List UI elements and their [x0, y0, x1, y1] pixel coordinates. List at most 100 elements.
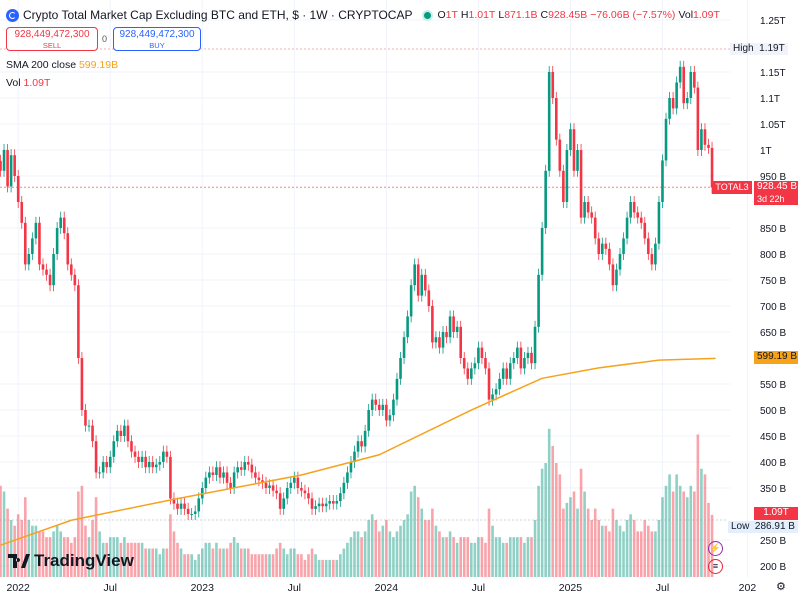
volume-bar: [661, 497, 664, 577]
volume-tag: 1.09T: [754, 507, 798, 520]
volume-bar: [586, 508, 590, 577]
volume-bar: [367, 520, 370, 577]
candle: [586, 202, 590, 213]
candle: [593, 217, 597, 239]
settings-gear-icon[interactable]: ⚙: [776, 581, 786, 593]
volume-bar: [562, 508, 565, 577]
volume-bar: [399, 525, 402, 577]
volume-legend[interactable]: Vol 1.09T: [6, 77, 51, 89]
volume-bar: [441, 537, 445, 577]
volume-bar: [169, 514, 172, 577]
volume-bar: [176, 542, 179, 577]
candle: [480, 347, 484, 359]
sma-200-line: [0, 357, 716, 546]
y-tick-label: 1.25T: [760, 16, 786, 27]
candle: [498, 378, 501, 390]
candle: [324, 503, 328, 507]
volume-bar: [324, 559, 328, 577]
volume-bar: [618, 525, 622, 577]
sell-button[interactable]: 928,449,472,300 SELL: [6, 27, 98, 51]
volume-bar: [671, 491, 675, 577]
volume-bar: [484, 542, 487, 577]
volume-bar: [236, 542, 239, 577]
candle: [204, 477, 208, 489]
candle: [116, 430, 119, 442]
volume-bar: [639, 531, 643, 577]
candle: [470, 368, 473, 379]
candle: [685, 98, 689, 104]
volume-bar: [16, 514, 20, 577]
candle: [381, 404, 385, 411]
y-tick-label: 550 B: [760, 380, 786, 391]
volume-bar: [682, 491, 686, 577]
sma-legend[interactable]: SMA 200 close 599.19B: [6, 59, 119, 71]
candle: [257, 477, 261, 481]
candle: [300, 488, 303, 491]
candle: [271, 485, 275, 491]
x-tick-label: Jul: [103, 582, 117, 594]
volume-bar: [48, 537, 52, 577]
volume-bar: [608, 531, 611, 577]
candle: [144, 456, 147, 468]
candle: [34, 222, 38, 239]
volume-bar: [317, 559, 321, 577]
volume-bar: [360, 537, 363, 577]
candle: [247, 462, 250, 465]
volume-bar: [501, 542, 505, 577]
candle: [611, 264, 615, 286]
volume-bar: [569, 497, 572, 577]
candle: [349, 462, 353, 473]
candle: [27, 254, 31, 265]
volume-bar: [363, 531, 367, 577]
candle: [639, 217, 643, 223]
volume-bar: [516, 537, 519, 577]
candle: [335, 501, 339, 504]
candle: [162, 451, 165, 463]
candle: [278, 493, 282, 509]
candle: [374, 399, 378, 405]
tradingview-logo[interactable]: TradingView: [8, 551, 134, 571]
candle: [169, 456, 172, 499]
last-price-tag: 928.45 B 3d 22h: [754, 181, 798, 205]
volume-bar: [700, 468, 703, 577]
volume-bar: [94, 497, 98, 577]
symbol-title[interactable]: Crypto Total Market Cap Excluding BTC an…: [23, 8, 413, 22]
x-tick-label: Jul: [471, 582, 486, 594]
y-tick-label: 700 B: [760, 302, 786, 313]
volume-bar: [523, 542, 526, 577]
candle: [370, 399, 374, 411]
candle: [385, 404, 388, 421]
volume-bar: [247, 548, 250, 577]
economic-events-icon[interactable]: ≡: [708, 559, 723, 574]
volume-bar: [632, 520, 636, 577]
volume-bar: [636, 531, 639, 577]
candle: [519, 347, 523, 369]
candle: [268, 485, 271, 489]
buy-button[interactable]: 928,449,472,300 BUY: [113, 27, 201, 51]
candle: [562, 170, 565, 203]
chart-legend: Crypto Total Market Cap Excluding BTC an…: [6, 8, 412, 22]
candle: [392, 399, 395, 416]
candle: [356, 441, 360, 452]
market-status-icon: [424, 11, 432, 19]
volume-bar: [526, 537, 530, 577]
candle: [427, 290, 431, 307]
volume-bar: [693, 491, 696, 577]
candle: [601, 243, 604, 255]
candle: [52, 254, 55, 286]
candle: [636, 212, 639, 218]
y-tick-label: 950 B: [760, 172, 786, 183]
candle: [473, 363, 477, 369]
lightning-icon[interactable]: ⚡: [708, 541, 723, 556]
candle: [147, 462, 151, 468]
candle: [647, 238, 650, 255]
candle: [416, 264, 420, 296]
volume-bar: [331, 559, 335, 577]
volume-bar: [13, 525, 16, 577]
ohlc-readout: O 1T H 1.01T L 871.1B C 928.45B −76.06B (−7.…: [424, 9, 720, 21]
volume-bar: [505, 542, 509, 577]
candle: [342, 482, 346, 494]
candle: [466, 368, 470, 379]
volume-bar: [533, 520, 537, 577]
